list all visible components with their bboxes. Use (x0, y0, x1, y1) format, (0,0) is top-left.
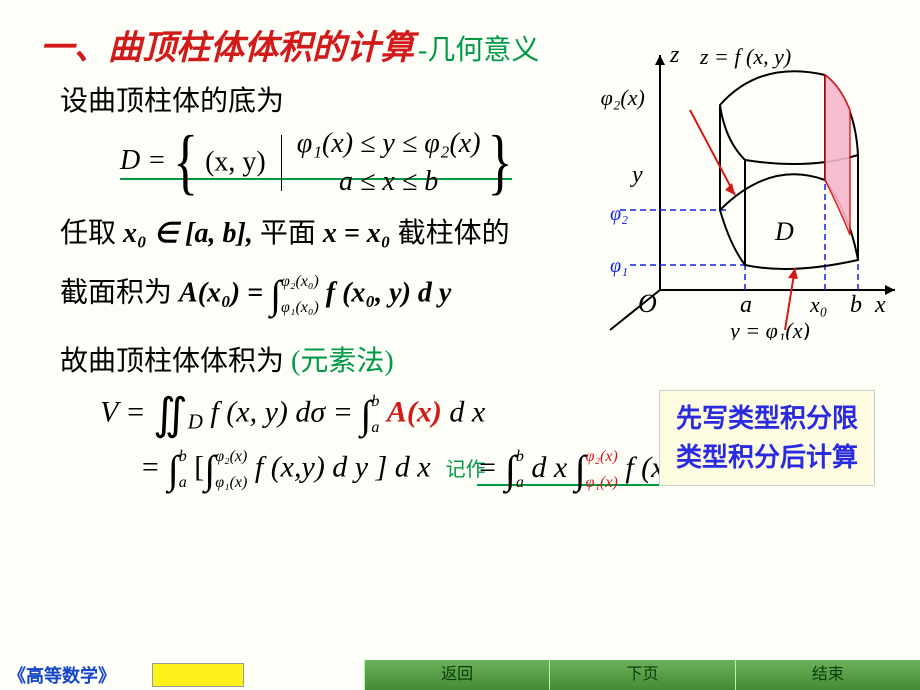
eq2-b2: b (516, 449, 524, 465)
b-label: b (850, 292, 862, 318)
eq2-p2a: φ₂(x) (215, 449, 247, 465)
section-subtitle: -几何意义 (418, 28, 539, 68)
cross-integrand: f (x₀, y) d y (326, 277, 452, 308)
tip-box: 先写类型积分限 类型积分后计算 (659, 390, 875, 486)
jizuo-label: 记作 (446, 460, 470, 480)
z-fxy-label: z = f (x, y) (699, 44, 791, 69)
cross-pre: 截面积为 (60, 277, 179, 308)
domain-bot: a ≤ x ≤ b (297, 163, 481, 201)
eq1-dx: d x (449, 396, 485, 429)
eq1-V: V = (100, 396, 146, 429)
volume-diagram: z z = f (x, y) y = φ₂(x) y φ₂ φ₁ D O a x… (600, 40, 900, 340)
y-axis-label: y (630, 162, 643, 188)
eq2-dx: ] d x (376, 451, 431, 484)
back-button[interactable]: 返回 (364, 660, 549, 690)
a-label: a (740, 292, 752, 318)
cut-plane: x = x₀ (323, 218, 391, 249)
eq2-p2b: φ₂(x) (586, 449, 618, 465)
cut-x0: x₀ ∈ [a, b], (123, 218, 253, 249)
eq2-b1: b (179, 449, 187, 465)
vol-note: (元素法) (291, 346, 394, 377)
cross-lhs: A(x₀) = (179, 277, 263, 308)
eq1-dblint: ∬ (153, 389, 188, 440)
eq2-eq1: = (140, 451, 160, 484)
end-button[interactable]: 结束 (735, 660, 920, 690)
tip-l1: 先写类型积分限 (676, 399, 858, 438)
cross-upper: φ₂(x₀) (281, 274, 319, 290)
tip-l2: 类型积分后计算 (676, 438, 858, 477)
cut-pre: 任取 (60, 218, 123, 249)
domain-mid: (x, y) (205, 147, 266, 178)
section-title: 一、曲顶柱体体积的计算 (40, 20, 414, 69)
eq2-p1a: φ₁(x) (215, 475, 247, 491)
eq2-dxmid: d x (531, 451, 567, 484)
y-phi2-label: y = φ₂(x) (600, 85, 645, 110)
next-button[interactable]: 下页 (549, 660, 734, 690)
vol-text: 故曲顶柱体体积为 (60, 346, 284, 377)
eq2-a2: a (516, 475, 524, 491)
y-phi1-label: y = φ₁(x) (728, 318, 810, 340)
x-axis-label: x (874, 292, 886, 318)
eq2-a1: a (179, 475, 187, 491)
eq2-fy: f (x,y) d y (255, 451, 368, 484)
cut-mid: 平面 (260, 218, 323, 249)
eq2-p1b: φ₁(x) (586, 475, 618, 491)
x0-label: x₀ (809, 292, 827, 317)
eq1-D: D (188, 410, 203, 434)
footer-bar: 《高等数学》 返回 下页 结束 (0, 660, 920, 690)
book-title: 《高等数学》 (8, 662, 148, 688)
cross-lower: φ₁(x₀) (281, 300, 319, 316)
region-D-label: D (774, 217, 794, 246)
phi1-label: φ₁ (610, 255, 628, 277)
phi2-label: φ₂ (610, 203, 628, 225)
eq1-Ax: A(x) (387, 396, 442, 429)
origin-label: O (638, 289, 657, 318)
volume-line: 故曲顶柱体体积为 (元素法) (60, 337, 880, 387)
cut-post: 截柱体的 (398, 218, 510, 249)
z-axis-label: z (669, 42, 680, 68)
eq1-int1: f (x, y) dσ = (210, 396, 353, 429)
blank-button[interactable] (152, 663, 244, 687)
eq1-upper: b (371, 394, 379, 410)
eq2-eq2: = (477, 451, 497, 484)
domain-top: φ₁(x) ≤ y ≤ φ₂(x) (297, 125, 481, 163)
eq1-lower: a (371, 420, 379, 436)
domain-lhs: D = (120, 145, 166, 176)
